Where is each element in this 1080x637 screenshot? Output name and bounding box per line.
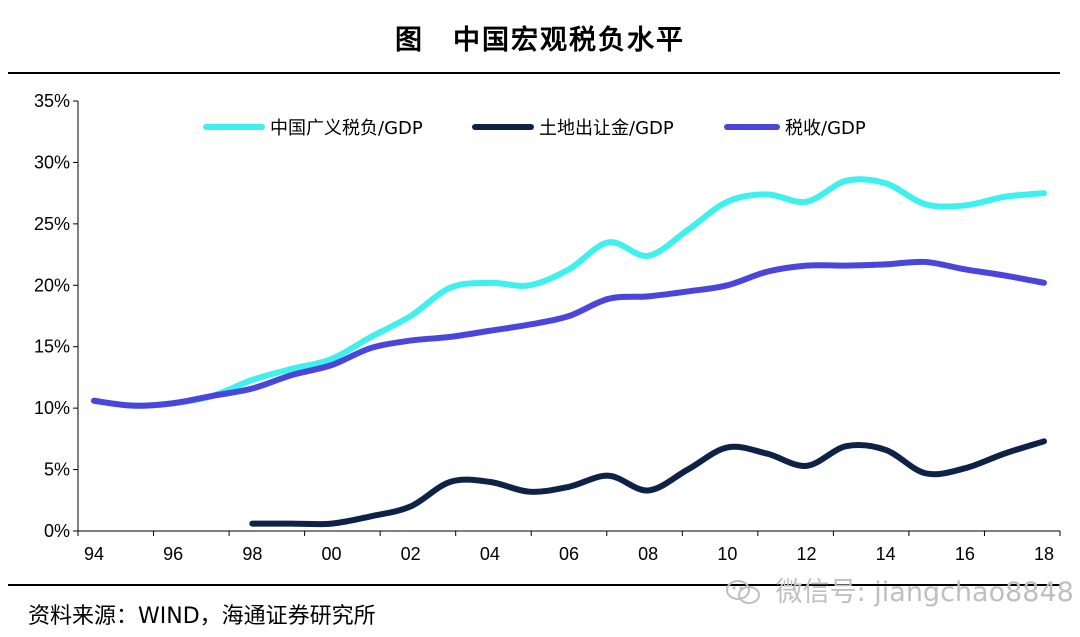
x-tick-label: 18 — [1034, 544, 1054, 564]
chart-lines — [91, 176, 1047, 528]
y-tick-label: 30% — [34, 152, 70, 172]
y-tick-label: 5% — [44, 460, 70, 480]
x-tick-label: 08 — [638, 544, 658, 564]
chart: 0% 5% 10% 15% 20% 25% 30% 35% 94 96 98 00 02 04 06 08 1… — [34, 91, 1061, 564]
y-tick-label: 10% — [34, 398, 70, 418]
x-tick-label: 98 — [242, 544, 262, 564]
x-tick-label: 02 — [401, 544, 421, 564]
x-tick-label: 00 — [321, 544, 341, 564]
y-tick-label: 20% — [34, 275, 70, 295]
x-tick-label: 96 — [163, 544, 183, 564]
series-line-2 — [249, 438, 1047, 528]
legend-label-2: 土地出让金/GDP — [539, 118, 674, 139]
source-note: 资料来源：WIND，海通证券研究所 — [28, 604, 376, 629]
x-tick-label: 94 — [84, 544, 104, 564]
watermark-text: 微信号: jiangchao8848 — [775, 577, 1074, 608]
watermark: 微信号: jiangchao8848 — [725, 570, 1074, 609]
x-axis-ticks: 94 96 98 00 02 04 06 08 10 12 14 16 18 — [77, 531, 1061, 564]
chart-legend: 中国广义税负/GDP 土地出让金/GDP 税收/GDP — [203, 118, 866, 139]
series-line-3 — [91, 258, 1047, 409]
x-tick-label: 10 — [717, 544, 737, 564]
bottom-rule — [8, 584, 1060, 586]
y-tick-label: 25% — [34, 214, 70, 234]
y-tick-label: 15% — [34, 337, 70, 357]
legend-label-1: 中国广义税负/GDP — [270, 118, 423, 139]
x-tick-label: 12 — [796, 544, 816, 564]
x-tick-label: 16 — [955, 544, 975, 564]
series-line-1 — [91, 176, 1047, 409]
y-axis-ticks: 0% 5% 10% 15% 20% 25% 30% 35% — [34, 91, 78, 541]
chart-axes — [77, 101, 1060, 532]
x-tick-label: 14 — [876, 544, 896, 564]
wechat-icon — [726, 580, 760, 604]
x-tick-label: 06 — [559, 544, 579, 564]
x-tick-label: 04 — [480, 544, 500, 564]
legend-label-3: 税收/GDP — [785, 118, 866, 139]
y-tick-label: 35% — [34, 91, 70, 111]
y-tick-label: 0% — [44, 521, 70, 541]
top-rule — [8, 72, 1060, 74]
chart-title: 图 中国宏观税负水平 — [395, 25, 685, 56]
